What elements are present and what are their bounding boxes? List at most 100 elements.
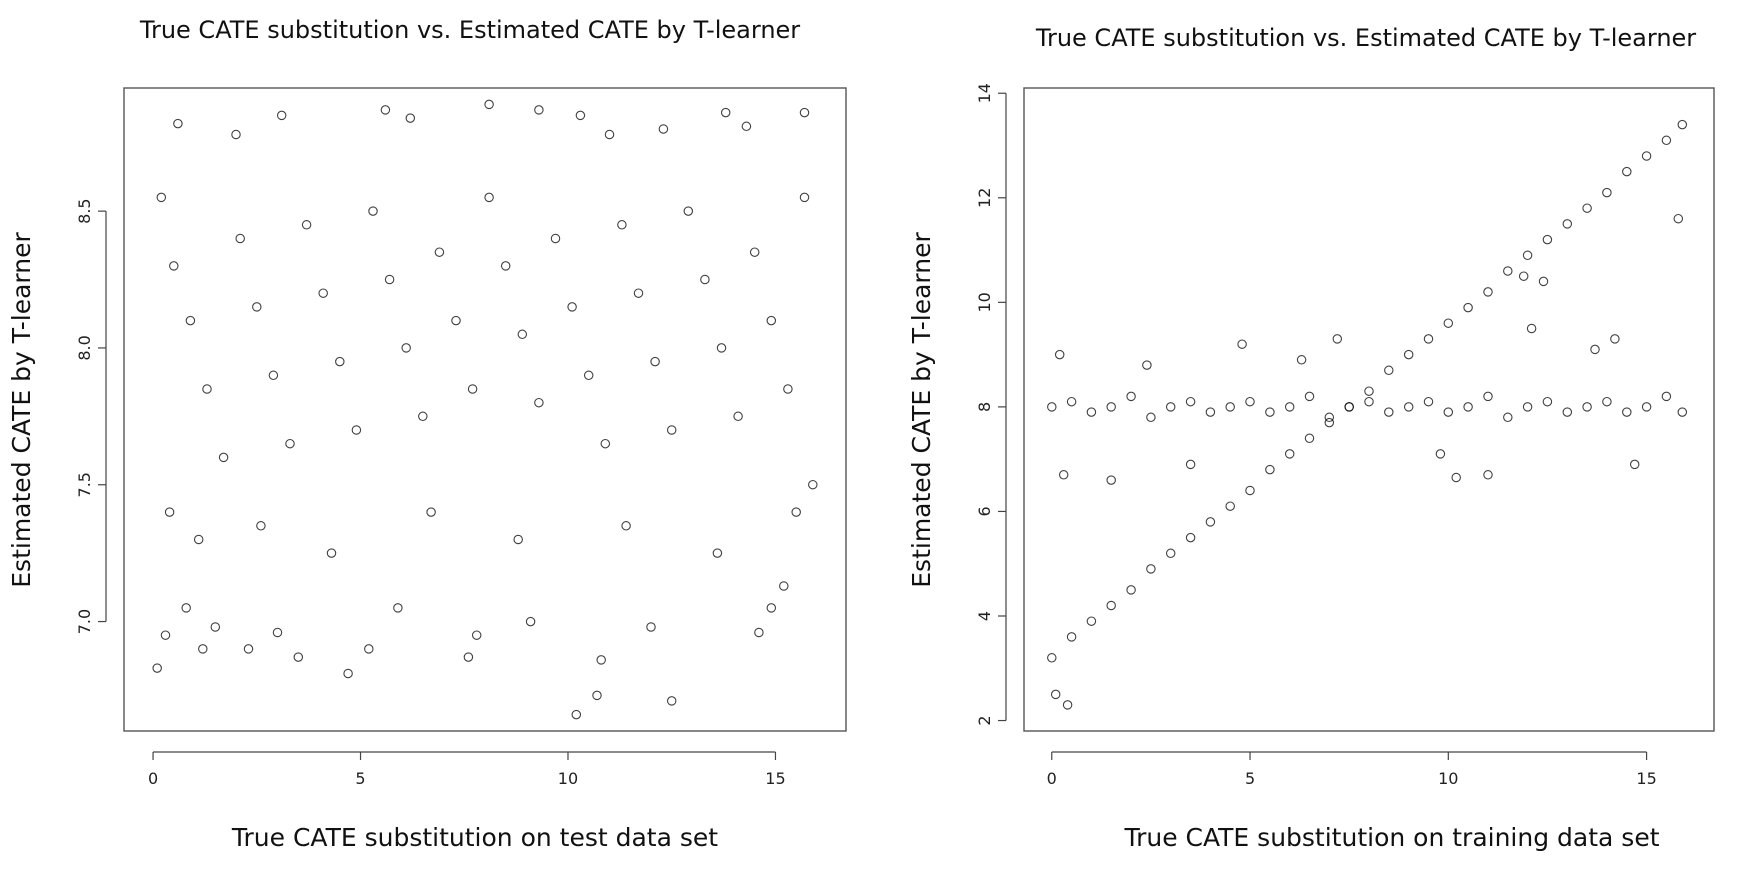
right-data-point bbox=[1661, 135, 1672, 146]
right-x-tick-label: 15 bbox=[1636, 769, 1656, 788]
right-data-point bbox=[1503, 266, 1513, 276]
right-data-point bbox=[1146, 412, 1156, 423]
right-y-tick-label: 10 bbox=[975, 292, 994, 312]
left-x-tick-label: 15 bbox=[765, 769, 785, 788]
left-data-point bbox=[484, 99, 494, 110]
right-y-axis-label: Estimated CATE by T-learner bbox=[907, 232, 936, 588]
left-data-point bbox=[380, 105, 391, 115]
right-y-tick-label: 2 bbox=[975, 715, 994, 725]
right-data-point bbox=[1304, 433, 1315, 444]
right-data-point bbox=[1526, 323, 1537, 334]
right-data-point bbox=[1403, 402, 1414, 412]
right-data-point bbox=[1205, 517, 1216, 527]
right-data-point bbox=[1086, 407, 1097, 417]
left-data-point bbox=[405, 113, 416, 123]
right-data-point bbox=[1364, 386, 1374, 396]
right-data-point bbox=[1673, 213, 1684, 224]
left-x-tick-label: 10 bbox=[558, 769, 578, 788]
right-y-tick-label: 12 bbox=[975, 188, 994, 208]
right-data-point bbox=[1522, 402, 1533, 412]
right-data-point bbox=[1284, 449, 1295, 459]
right-data-point bbox=[1062, 700, 1073, 710]
left-data-point bbox=[318, 288, 328, 298]
left-data-point bbox=[156, 192, 167, 203]
left-data-point bbox=[218, 452, 229, 463]
left-data-point bbox=[368, 206, 378, 216]
right-data-point bbox=[1463, 402, 1473, 412]
left-scatter-panel: True CATE substitution vs. Estimated CAT… bbox=[7, 16, 847, 852]
right-y-tick-label: 14 bbox=[975, 83, 994, 103]
right-data-point bbox=[1423, 334, 1434, 344]
left-data-point bbox=[500, 261, 511, 271]
right-data-point bbox=[1126, 391, 1136, 402]
left-data-point bbox=[426, 507, 436, 517]
right-data-point bbox=[1622, 407, 1632, 417]
right-data-point bbox=[1142, 360, 1152, 370]
right-data-point bbox=[1677, 407, 1688, 417]
left-data-point bbox=[799, 107, 810, 118]
left-data-point bbox=[658, 124, 669, 134]
left-data-point bbox=[592, 690, 602, 701]
left-data-point bbox=[604, 129, 615, 140]
left-data-point bbox=[650, 356, 660, 367]
left-data-point bbox=[243, 644, 254, 654]
right-data-point bbox=[1443, 407, 1454, 417]
right-plot-frame bbox=[1023, 87, 1715, 732]
right-data-point bbox=[1047, 653, 1057, 663]
right-x-tick-label: 10 bbox=[1438, 769, 1458, 788]
left-data-point bbox=[741, 121, 752, 132]
right-data-point bbox=[1518, 271, 1529, 281]
left-data-point bbox=[799, 192, 810, 203]
right-y-tick-label: 8 bbox=[975, 402, 994, 412]
right-data-point bbox=[1106, 475, 1116, 485]
left-y-axis-label: Estimated CATE by T-learner bbox=[7, 232, 36, 588]
right-y-tick-label: 4 bbox=[975, 611, 994, 621]
left-data-point bbox=[600, 438, 611, 449]
left-data-point bbox=[152, 663, 162, 673]
right-data-point bbox=[1054, 349, 1065, 360]
right-y-tick-label: 6 bbox=[975, 506, 994, 516]
left-data-point bbox=[335, 356, 345, 367]
left-data-point bbox=[791, 507, 801, 517]
left-data-point bbox=[193, 534, 204, 545]
right-data-point bbox=[1538, 276, 1549, 287]
left-y-tick-label: 8.5 bbox=[75, 198, 94, 223]
right-data-point bbox=[1451, 472, 1461, 483]
left-data-point bbox=[484, 192, 494, 203]
left-data-point bbox=[256, 521, 266, 531]
left-data-point bbox=[754, 627, 764, 638]
right-data-point bbox=[1185, 532, 1196, 543]
left-data-point bbox=[351, 425, 362, 435]
left-data-point bbox=[418, 411, 428, 422]
left-data-point bbox=[169, 261, 179, 271]
left-data-point bbox=[766, 603, 777, 613]
left-data-point bbox=[451, 315, 461, 326]
left-data-point bbox=[513, 534, 523, 545]
left-data-point bbox=[326, 548, 337, 558]
left-data-point bbox=[463, 652, 474, 662]
right-data-point bbox=[1622, 166, 1632, 177]
right-data-point bbox=[1661, 391, 1672, 402]
right-chart-title: True CATE substitution vs. Estimated CAT… bbox=[1035, 24, 1696, 52]
left-y-tick-label: 7.5 bbox=[75, 472, 94, 497]
left-data-point bbox=[517, 329, 528, 340]
right-scatter-panel: True CATE substitution vs. Estimated CAT… bbox=[907, 24, 1715, 852]
left-points-layer bbox=[152, 99, 818, 720]
right-data-point bbox=[1384, 365, 1394, 376]
left-data-point bbox=[571, 709, 582, 720]
left-x-axis-label: True CATE substitution on test data set bbox=[231, 823, 718, 852]
left-data-point bbox=[633, 288, 644, 298]
right-data-point bbox=[1265, 407, 1275, 417]
left-data-point bbox=[471, 630, 482, 640]
right-points-layer bbox=[1047, 119, 1688, 710]
left-data-point bbox=[293, 652, 304, 662]
right-data-point bbox=[1225, 501, 1235, 511]
right-data-point bbox=[1066, 396, 1077, 407]
left-data-point bbox=[583, 370, 594, 381]
left-data-point bbox=[716, 343, 727, 353]
left-data-point bbox=[525, 616, 536, 627]
left-data-point bbox=[173, 118, 183, 129]
left-y-tick-label: 7.0 bbox=[75, 609, 94, 634]
right-data-point bbox=[1185, 459, 1196, 470]
left-data-point bbox=[666, 696, 677, 706]
